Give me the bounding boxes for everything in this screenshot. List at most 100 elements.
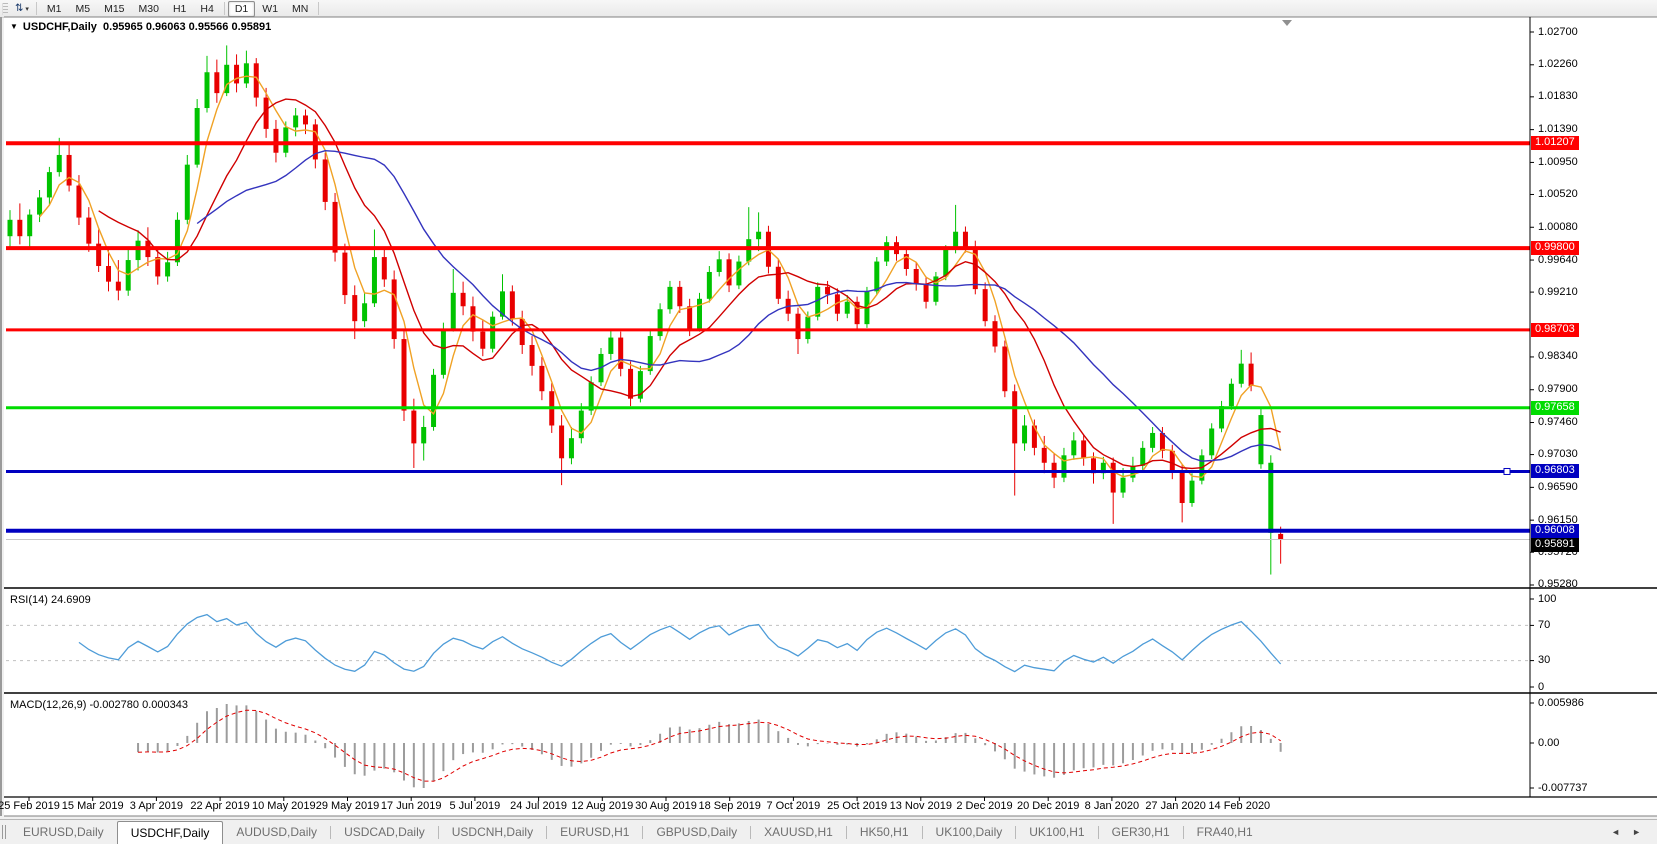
candle-body xyxy=(953,231,959,250)
candle-body xyxy=(716,259,722,272)
candle-body xyxy=(903,254,909,269)
candle-body xyxy=(490,316,496,349)
hline-handle[interactable] xyxy=(1503,467,1511,475)
tab-eurusd-daily[interactable]: EURUSD,Daily xyxy=(23,825,104,839)
period-toolbar-button[interactable]: ⇅ ▾ xyxy=(11,3,33,15)
tab-usdcad-daily[interactable]: USDCAD,Daily xyxy=(344,825,425,839)
tab-separator xyxy=(921,825,923,839)
tab-scroll-left-icon[interactable]: ◄ xyxy=(1611,827,1621,837)
tabbar-grip[interactable] xyxy=(2,825,8,839)
candle-body xyxy=(480,331,486,349)
candle-body xyxy=(184,164,190,220)
candle-body xyxy=(805,316,811,340)
chart-period-icon: ⇅ xyxy=(15,2,24,14)
period-button-w1[interactable]: W1 xyxy=(262,2,279,15)
candle-body xyxy=(1091,458,1096,474)
candle-body xyxy=(962,231,968,247)
candle-body xyxy=(1081,440,1087,459)
candle-body xyxy=(1228,383,1234,407)
candle-body xyxy=(1071,440,1077,456)
chart-shift-triangle-icon[interactable] xyxy=(1282,20,1292,26)
candle-body xyxy=(1169,450,1175,471)
period-button-h1[interactable]: H1 xyxy=(172,2,187,15)
toolbar-grip[interactable] xyxy=(2,2,8,15)
candle-body xyxy=(844,301,850,314)
period-button-m15[interactable]: M15 xyxy=(104,2,125,15)
candle-body xyxy=(1219,406,1225,429)
period-button-h4[interactable]: H4 xyxy=(200,2,214,15)
candle-body xyxy=(115,281,121,291)
tab-uk100-h1[interactable]: UK100,H1 xyxy=(1029,825,1085,839)
candle-body xyxy=(224,64,230,94)
candle-body xyxy=(815,286,821,317)
tab-usdchf-daily[interactable]: USDCHF,Daily xyxy=(116,821,224,844)
tab-xauusd-h1[interactable]: XAUUSD,H1 xyxy=(764,825,833,839)
candle-body xyxy=(371,257,377,304)
candle-body xyxy=(1061,455,1067,478)
candle-body xyxy=(943,249,949,277)
candle-body xyxy=(509,291,515,319)
chart-window-background xyxy=(4,17,1657,816)
candle-body xyxy=(667,286,673,310)
candle-body xyxy=(1159,432,1165,451)
tab-uk100-daily[interactable]: UK100,Daily xyxy=(935,825,1003,839)
candle-body xyxy=(470,306,476,332)
candle-body xyxy=(1140,447,1146,466)
candle-body xyxy=(657,309,663,337)
period-button-m30[interactable]: M30 xyxy=(138,2,159,15)
candle-body xyxy=(1258,415,1264,465)
period-button-d1[interactable]: D1 xyxy=(227,0,256,17)
rsi-panel[interactable] xyxy=(6,613,1530,673)
tab-eurusd-h1[interactable]: EURUSD,H1 xyxy=(560,825,630,839)
candle-body xyxy=(834,294,840,314)
tab-audusd-daily[interactable]: AUDUSD,Daily xyxy=(236,825,318,839)
tab-separator xyxy=(330,825,332,839)
tab-scroll-right-icon[interactable]: ► xyxy=(1632,827,1641,837)
candle-body xyxy=(568,438,574,459)
tab-hk50-h1[interactable]: HK50,H1 xyxy=(859,825,909,839)
tab-separator xyxy=(437,825,439,839)
candle-body xyxy=(194,108,200,165)
tab-usdcnh-daily[interactable]: USDCNH,Daily xyxy=(451,825,534,839)
candle-body xyxy=(923,283,929,302)
candle-body xyxy=(243,63,249,84)
candle-body xyxy=(1022,425,1028,444)
candle-body xyxy=(86,217,92,244)
candle-body xyxy=(736,261,742,286)
candle-body xyxy=(106,266,111,282)
candle-body xyxy=(559,425,565,459)
tab-fra40-h1[interactable]: FRA40,H1 xyxy=(1196,825,1253,839)
period-button-mn[interactable]: MN xyxy=(292,2,309,15)
candle-body xyxy=(618,337,624,369)
candle-body xyxy=(884,242,890,262)
candle-body xyxy=(1120,477,1126,493)
rsi-line xyxy=(78,613,1282,673)
tab-gbpusd-daily[interactable]: GBPUSD,Daily xyxy=(656,825,738,839)
period-button-m1[interactable]: M1 xyxy=(46,2,62,15)
candle-body xyxy=(76,185,82,218)
toolbar-separator xyxy=(35,2,37,15)
tab-separator xyxy=(845,825,847,839)
candle-body xyxy=(756,231,762,240)
candle-body xyxy=(293,115,299,128)
candle-body xyxy=(500,291,505,317)
candle-body xyxy=(332,201,338,253)
horizontal-lines[interactable] xyxy=(6,141,1530,533)
candle-body xyxy=(283,127,289,153)
candle-body xyxy=(214,72,220,94)
candle-body xyxy=(677,286,683,307)
candle-body xyxy=(253,63,259,98)
candle-body xyxy=(460,292,466,307)
candle-body xyxy=(608,337,614,354)
macd-signal-line xyxy=(138,709,1281,782)
period-button-m5[interactable]: M5 xyxy=(75,2,91,15)
chevron-down-icon[interactable]: ▾ xyxy=(25,5,29,13)
candle-body xyxy=(322,159,328,202)
macd-panel[interactable] xyxy=(137,704,1282,788)
tab-separator xyxy=(1015,825,1017,839)
candle-body xyxy=(155,257,161,277)
ma-line-fast xyxy=(39,75,1282,479)
candle-body xyxy=(529,345,535,366)
tab-ger30-h1[interactable]: GER30,H1 xyxy=(1111,825,1170,839)
